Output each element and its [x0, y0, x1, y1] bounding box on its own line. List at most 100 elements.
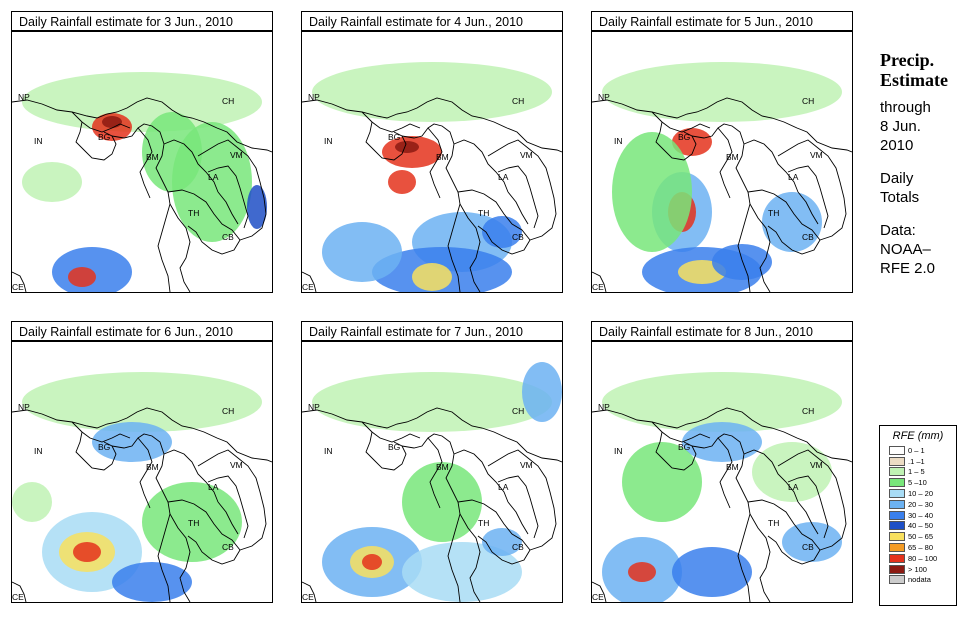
caption-heading-line1: Precip.: [880, 50, 935, 70]
caption-data-line3: RFE 2.0: [880, 260, 936, 277]
legend-title: RFE (mm): [892, 430, 944, 442]
label-cb: CB: [802, 542, 814, 552]
label-in: IN: [324, 136, 333, 146]
legend-swatch: [889, 478, 905, 488]
label-np: NP: [308, 92, 320, 102]
label-ch: CH: [222, 96, 234, 106]
legend-label: > 100: [908, 564, 927, 574]
panel-title: Daily Rainfall estimate for 7 Jun., 2010: [301, 321, 563, 341]
legend-item: 30 – 40: [880, 510, 956, 521]
label-cb: CB: [222, 542, 234, 552]
legend-item: 0 – 1: [880, 445, 956, 456]
label-bm: BM: [146, 152, 159, 162]
legend-swatch: [889, 553, 905, 563]
label-la: LA: [498, 482, 509, 492]
rainfall-map: NP CH IN BG BM VM LA TH CB CE: [301, 31, 563, 293]
rainfall-area: [672, 547, 752, 597]
label-cb: CB: [512, 232, 524, 242]
label-np: NP: [18, 92, 30, 102]
label-vm: VM: [230, 460, 243, 470]
legend-label: 50 – 65: [908, 532, 934, 542]
rainfall-area: [52, 247, 132, 292]
label-la: LA: [208, 482, 219, 492]
legend-label: nodata: [908, 575, 931, 585]
legend-swatch: [889, 456, 905, 466]
legend-item: 20 – 30: [880, 499, 956, 510]
legend-swatch: [889, 489, 905, 499]
side-caption: Precip. Estimate through 8 Jun. 2010 Dai…: [880, 50, 965, 278]
country-borders: [592, 407, 852, 463]
label-th: TH: [188, 208, 199, 218]
caption-date-line1: 8 Jun.: [880, 118, 921, 135]
label-la: LA: [788, 482, 799, 492]
label-in: IN: [34, 446, 43, 456]
rainfall-map: NP CH IN BG BM VM LA TH CB CE: [591, 341, 853, 603]
rainfall-area: [672, 128, 712, 156]
label-vm: VM: [520, 150, 533, 160]
label-vm: VM: [810, 460, 823, 470]
label-bg: BG: [388, 132, 400, 142]
legend-label: 80 – 100: [908, 553, 938, 563]
country-borders: [302, 407, 562, 463]
legend-item: 40 – 50: [880, 521, 956, 532]
legend-label: 30 – 40: [908, 510, 934, 520]
label-ce: CE: [12, 592, 24, 602]
rainfall-area: [612, 132, 692, 252]
legend-label: 5 –10: [908, 478, 927, 488]
label-cb: CB: [802, 232, 814, 242]
legend-label: .1 –1: [908, 456, 925, 466]
label-th: TH: [188, 518, 199, 528]
rainfall-area: [682, 422, 762, 462]
caption-data-line2: NOAA–: [880, 241, 931, 258]
legend-swatch: [889, 575, 905, 585]
country-borders: [12, 97, 272, 153]
legend-item: > 100: [880, 564, 956, 575]
legend-item: 50 – 65: [880, 531, 956, 542]
label-ch: CH: [512, 406, 524, 416]
rainfall-area: [22, 72, 262, 132]
legend-swatch: [889, 532, 905, 542]
rainfall-area: [388, 170, 416, 194]
label-ce: CE: [592, 592, 604, 602]
rainfall-area: [12, 482, 52, 522]
panel-title: Daily Rainfall estimate for 5 Jun., 2010: [591, 11, 853, 31]
rainfall-area: [312, 372, 552, 432]
label-in: IN: [324, 446, 333, 456]
caption-date-line2: 2010: [880, 137, 914, 154]
rainfall-area: [73, 542, 101, 562]
label-bg: BG: [678, 442, 690, 452]
label-th: TH: [478, 208, 489, 218]
panel-title: Daily Rainfall estimate for 8 Jun., 2010: [591, 321, 853, 341]
rainfall-area: [602, 372, 842, 432]
rainfall-area: [782, 522, 842, 562]
rainfall-area: [22, 372, 262, 432]
legend-item: 80 – 100: [880, 553, 956, 564]
rainfall-area: [322, 222, 402, 282]
label-bm: BM: [726, 152, 739, 162]
label-th: TH: [768, 208, 779, 218]
legend-label: 65 – 80: [908, 543, 934, 553]
label-ce: CE: [592, 282, 604, 292]
rainfall-area: [412, 263, 452, 291]
rainfall-area: [362, 554, 382, 570]
legend-item: 10 – 20: [880, 488, 956, 499]
rainfall-area: [712, 244, 772, 280]
label-ch: CH: [802, 96, 814, 106]
label-th: TH: [768, 518, 779, 528]
label-in: IN: [614, 446, 623, 456]
label-bg: BG: [388, 442, 400, 452]
legend-swatch: [889, 445, 905, 455]
legend-item: 1 – 5: [880, 467, 956, 478]
label-ch: CH: [512, 96, 524, 106]
legend-swatch: [889, 521, 905, 531]
label-ch: CH: [222, 406, 234, 416]
label-la: LA: [788, 172, 799, 182]
label-np: NP: [598, 402, 610, 412]
legend-item: nodata: [880, 575, 956, 586]
label-bg: BG: [98, 442, 110, 452]
label-bm: BM: [726, 462, 739, 472]
label-cb: CB: [222, 232, 234, 242]
caption-daily-line2: Totals: [880, 189, 920, 206]
rainfall-area: [622, 442, 702, 522]
